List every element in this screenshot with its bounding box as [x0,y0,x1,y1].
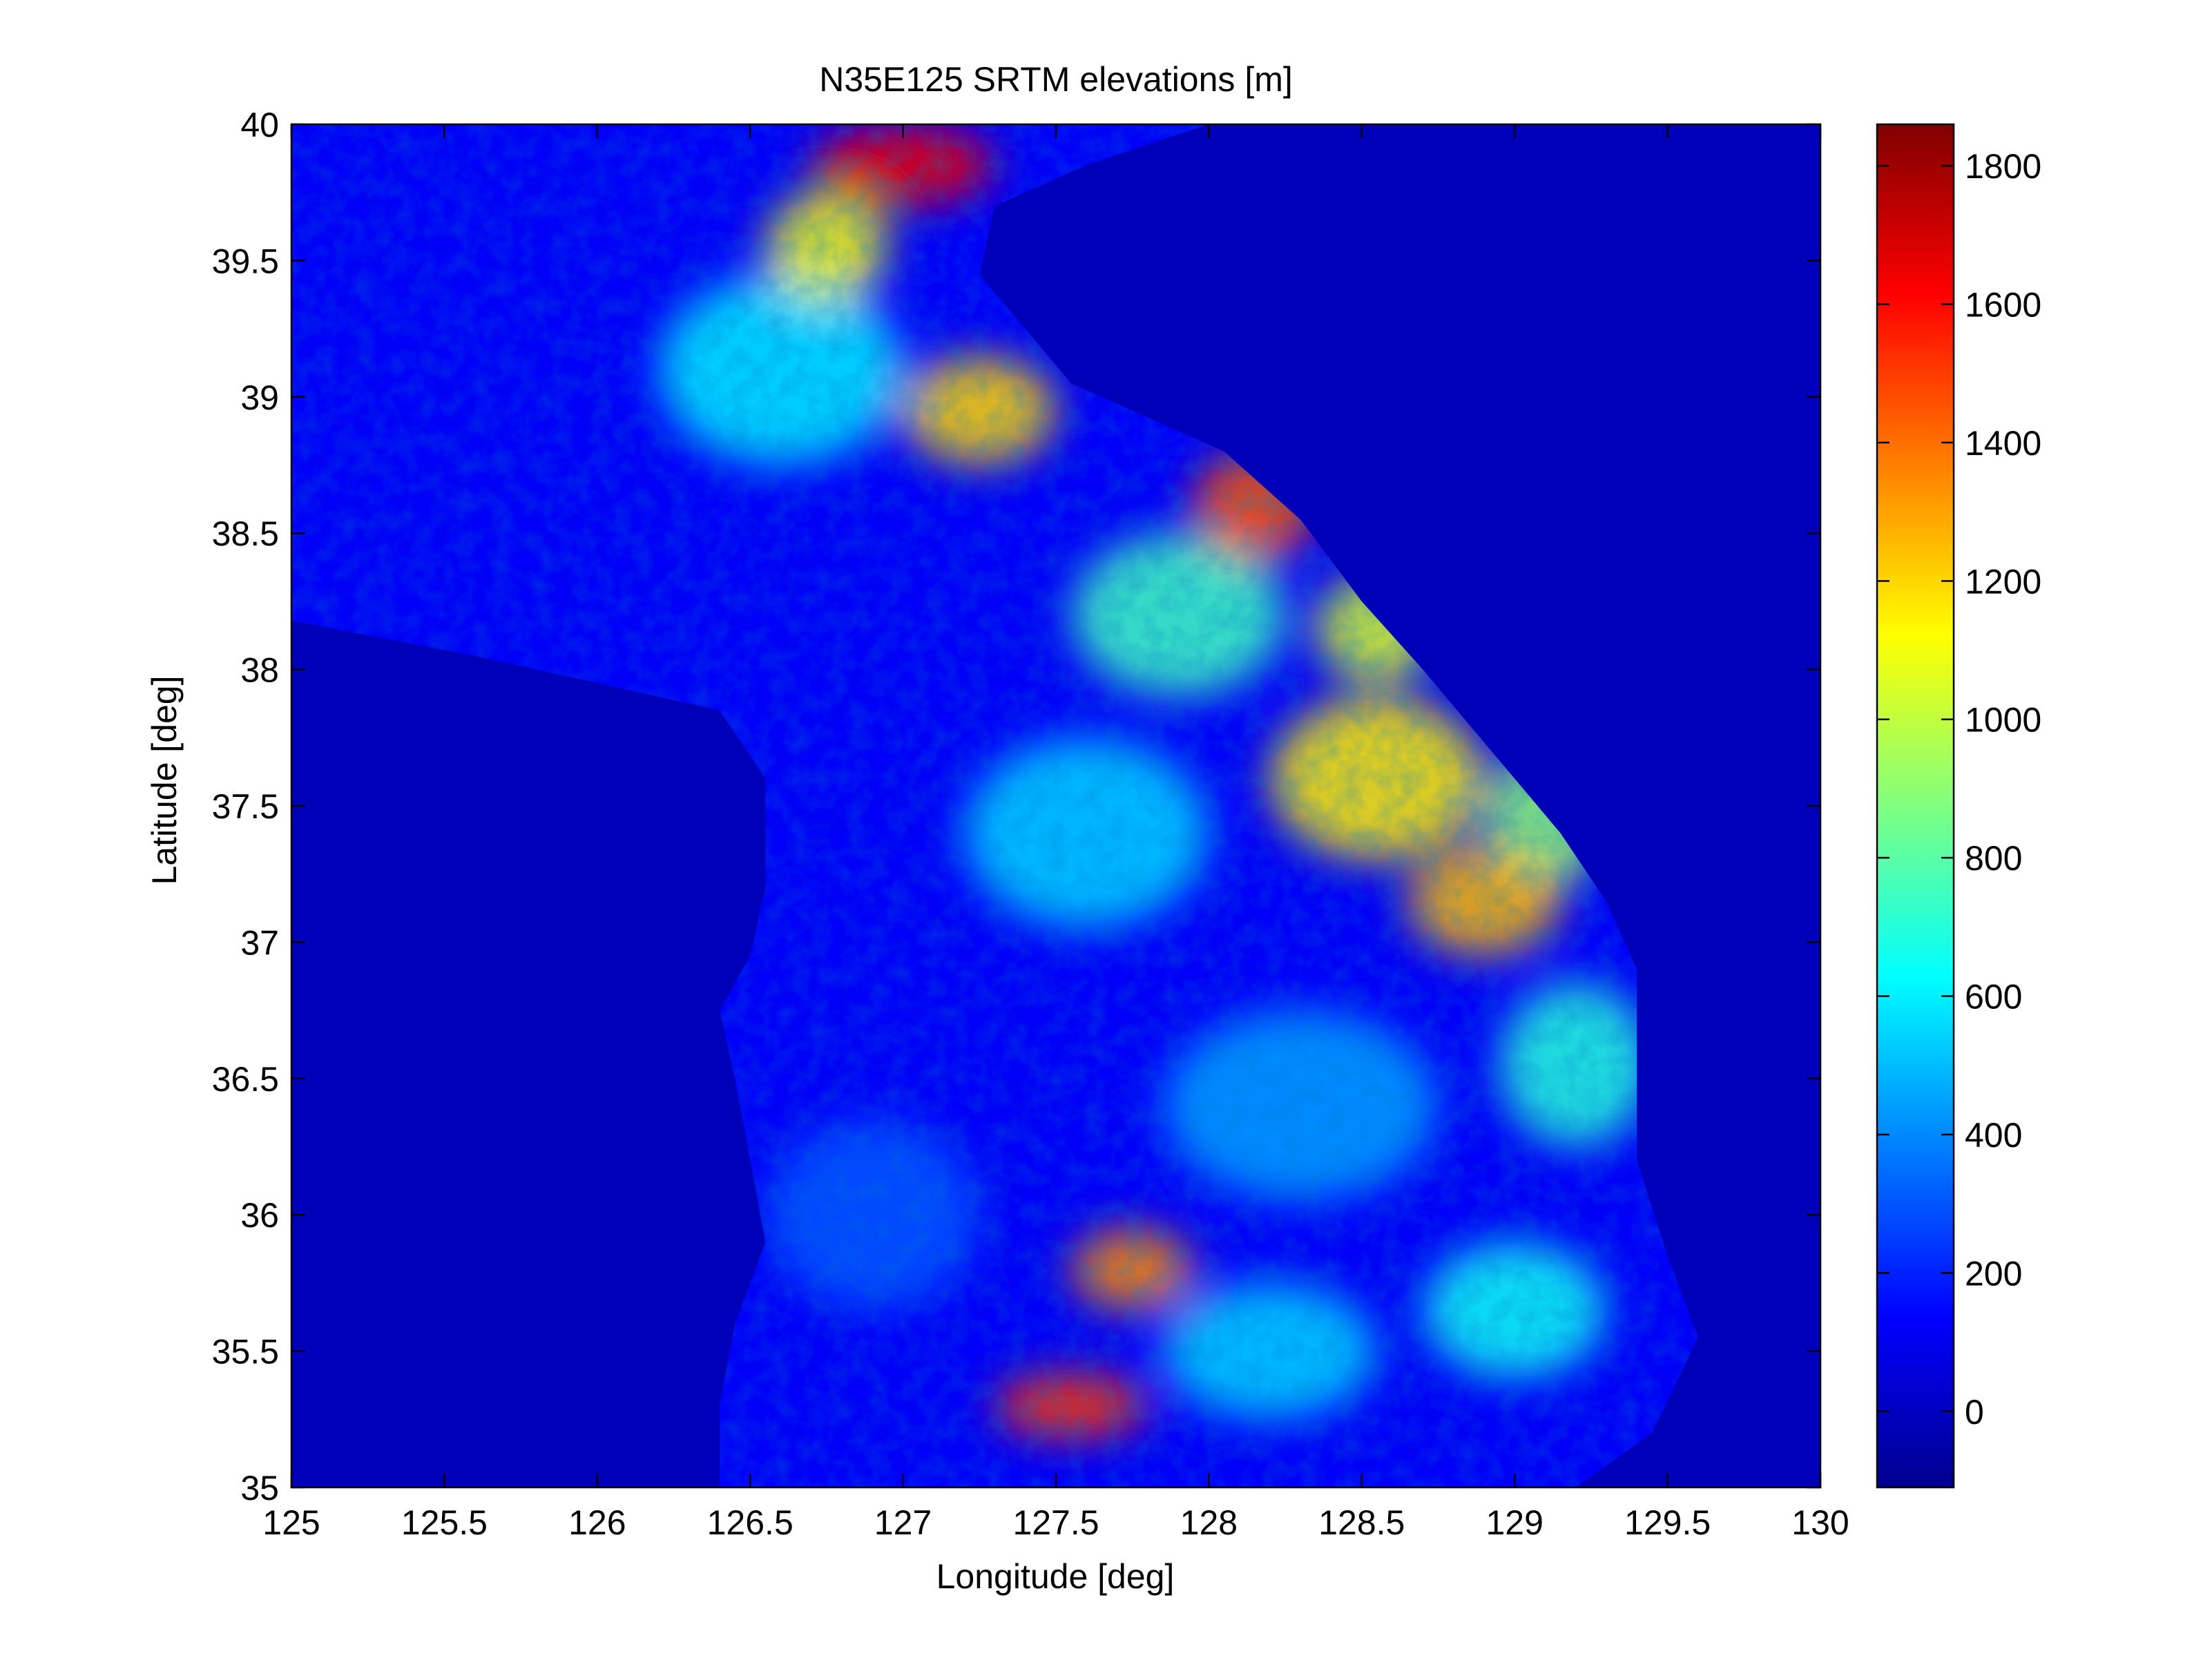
plot-area [291,124,1820,1487]
x-axis-label: Longitude [deg] [936,1557,1175,1596]
y-tick-label: 40 [240,106,279,144]
y-axis-label: Latitude [deg] [145,675,184,885]
x-axis: 125 125.5 126 126.5 127 127.5 128 128.5 129 129.5… [262,124,1849,1542]
x-tick-label: 125 [262,1503,320,1542]
y-axis: 35 35.5 36 36.5 37 37.5 38 38.5 39 39.5 40 [212,106,1820,1507]
colorbar-tick-label: 400 [1965,1116,2022,1155]
x-tick-label: 128.5 [1318,1503,1405,1542]
colorbar-axis: 0 200 400 600 800 1000 1200 1400 1600 1800 [1877,147,2041,1432]
x-tick-label: 128 [1180,1503,1238,1542]
y-tick-label: 39 [240,378,279,417]
colorbar-tick-label: 1400 [1965,424,2041,463]
y-tick-label: 37 [240,923,279,962]
colorbar-tick-label: 800 [1965,839,2022,878]
colorbar-tick-label: 0 [1965,1393,1984,1432]
x-tick-label: 126 [568,1503,626,1542]
chart-title: N35E125 SRTM elevations [m] [819,60,1293,99]
x-tick-label: 130 [1791,1503,1849,1542]
colorbar-tick-label: 1000 [1965,701,2041,740]
colorbar-tick-label: 1800 [1965,147,2041,186]
y-tick-label: 37.5 [212,787,279,826]
colorbar-tick-label: 1200 [1965,562,2041,601]
y-tick-label: 35.5 [212,1333,279,1371]
x-tick-label: 127 [874,1503,932,1542]
colorbar-tick-label: 200 [1965,1254,2022,1293]
x-tick-label: 129 [1485,1503,1543,1542]
y-tick-label: 35 [240,1469,279,1507]
y-tick-label: 36.5 [212,1060,279,1099]
x-tick-label: 129.5 [1624,1503,1711,1542]
x-tick-label: 126.5 [707,1503,794,1542]
y-tick-label: 36 [240,1196,279,1235]
colorbar [1876,123,1955,1489]
colorbar-tick-label: 1600 [1965,286,2041,325]
y-tick-label: 39.5 [212,242,279,280]
y-tick-label: 38 [240,651,279,690]
x-tick-label: 127.5 [1012,1503,1099,1542]
colorbar-tick-label: 600 [1965,978,2022,1016]
x-tick-label: 125.5 [401,1503,488,1542]
y-tick-label: 38.5 [212,514,279,553]
